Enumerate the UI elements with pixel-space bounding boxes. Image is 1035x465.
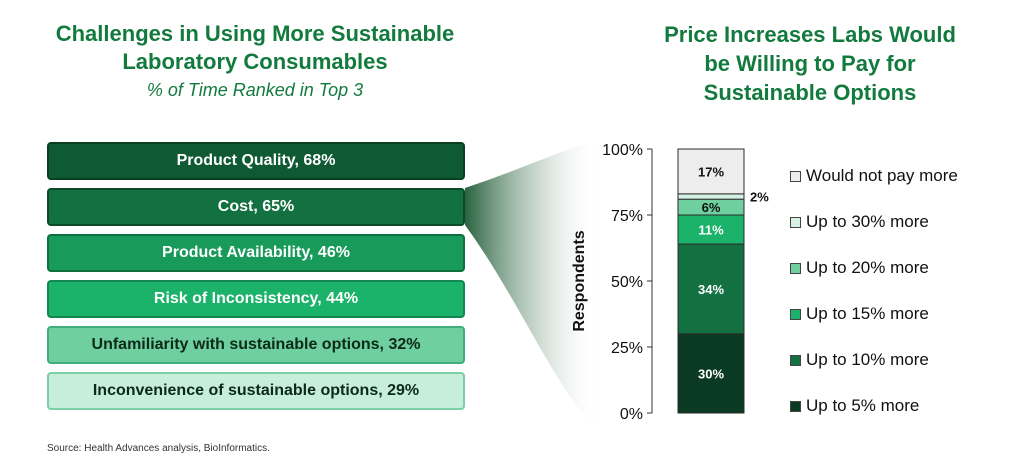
stack-segment	[677, 193, 745, 200]
segment-label: 6%	[702, 200, 721, 215]
y-tick-label: 0%	[620, 406, 643, 423]
stack-segment	[677, 243, 745, 335]
left-chart-title: Challenges in Using More Sustainable Lab…	[20, 20, 490, 76]
left-chart-subtitle: % of Time Ranked in Top 3	[146, 80, 364, 100]
challenge-bar: Product Quality, 68%	[47, 142, 465, 180]
legend-swatch	[790, 170, 801, 182]
left-title-line-1: Challenges in Using More Sustainable	[55, 21, 455, 46]
legend-label: Up to 10% more	[806, 350, 929, 369]
source-note: Source: Health Advances analysis, BioInf…	[47, 443, 270, 454]
challenge-bar: Inconvenience of sustainable options, 29…	[47, 372, 465, 410]
legend: Would not pay more Up to 30% more Up to 20…	[790, 153, 958, 429]
left-title-line-2: Laboratory Consumables	[122, 49, 388, 74]
segment-label: 30%	[698, 366, 724, 381]
stack-segment	[677, 333, 745, 414]
legend-label: Up to 5% more	[806, 396, 920, 415]
y-tick-label: 75%	[611, 208, 643, 225]
segment-label: 11%	[698, 223, 724, 238]
y-tick-label: 50%	[611, 274, 643, 291]
legend-item: Up to 10% more	[790, 337, 958, 383]
y-axis-title: Respondents	[571, 230, 588, 331]
right-title-line-3: Sustainable Options	[703, 80, 917, 105]
challenges-bar-list: Product Quality, 68% Cost, 65% Product A…	[47, 142, 465, 418]
legend-swatch	[790, 216, 801, 228]
legend-item: Up to 30% more	[790, 199, 958, 245]
right-title-line-2: be Willing to Pay for	[704, 51, 916, 76]
legend-label: Up to 20% more	[806, 258, 929, 277]
legend-swatch	[790, 262, 801, 274]
challenge-bar: Cost, 65%	[47, 188, 465, 226]
right-title-line-1: Price Increases Labs Would	[664, 22, 956, 47]
segment-label: 34%	[698, 282, 724, 297]
challenge-bar: Product Availability, 46%	[47, 234, 465, 272]
legend-swatch	[790, 400, 801, 412]
stacked-bar-chart: 0% 25% 50% 75% 100% Respondents 30% 34% 11% 6% 2% 1…	[571, 142, 769, 423]
legend-swatch	[790, 308, 801, 320]
y-tick-label: 100%	[602, 142, 643, 159]
legend-swatch	[790, 354, 801, 366]
stack-segment	[677, 148, 745, 195]
legend-item: Up to 5% more	[790, 383, 958, 429]
legend-item: Up to 15% more	[790, 291, 958, 337]
legend-item: Up to 20% more	[790, 245, 958, 291]
segment-label: 17%	[698, 164, 724, 179]
legend-label: Would not pay more	[806, 166, 958, 185]
legend-label: Up to 15% more	[806, 304, 929, 323]
right-chart-title: Price Increases Labs Would be Willing to…	[600, 20, 1020, 107]
y-tick-label: 25%	[611, 340, 643, 357]
legend-item: Would not pay more	[790, 153, 958, 199]
legend-label: Up to 30% more	[806, 212, 929, 231]
challenge-bar: Risk of Inconsistency, 44%	[47, 280, 465, 318]
challenge-bar: Unfamiliarity with sustainable options, …	[47, 326, 465, 364]
segment-label: 2%	[750, 190, 769, 205]
